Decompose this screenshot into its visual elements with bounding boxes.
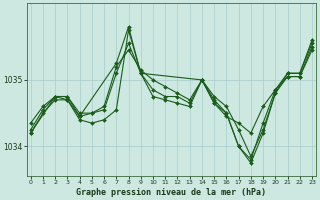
X-axis label: Graphe pression niveau de la mer (hPa): Graphe pression niveau de la mer (hPa) (76, 188, 266, 197)
